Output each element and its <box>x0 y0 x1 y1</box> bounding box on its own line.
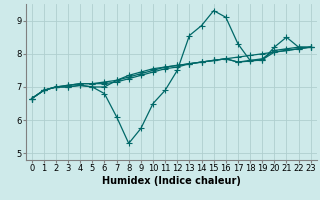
X-axis label: Humidex (Indice chaleur): Humidex (Indice chaleur) <box>102 176 241 186</box>
